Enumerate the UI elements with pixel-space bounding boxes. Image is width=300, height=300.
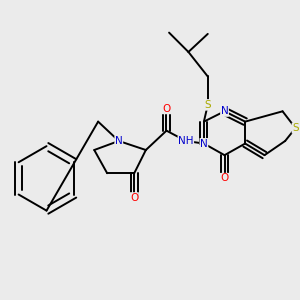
Text: O: O [220, 173, 229, 183]
Text: S: S [205, 100, 211, 110]
Text: O: O [162, 104, 171, 114]
Text: O: O [130, 193, 138, 203]
Text: S: S [205, 100, 211, 110]
Text: N: N [115, 136, 123, 146]
Text: S: S [292, 123, 299, 133]
Text: N: N [221, 106, 228, 116]
Text: NH: NH [178, 136, 194, 146]
Text: N: N [200, 139, 208, 148]
